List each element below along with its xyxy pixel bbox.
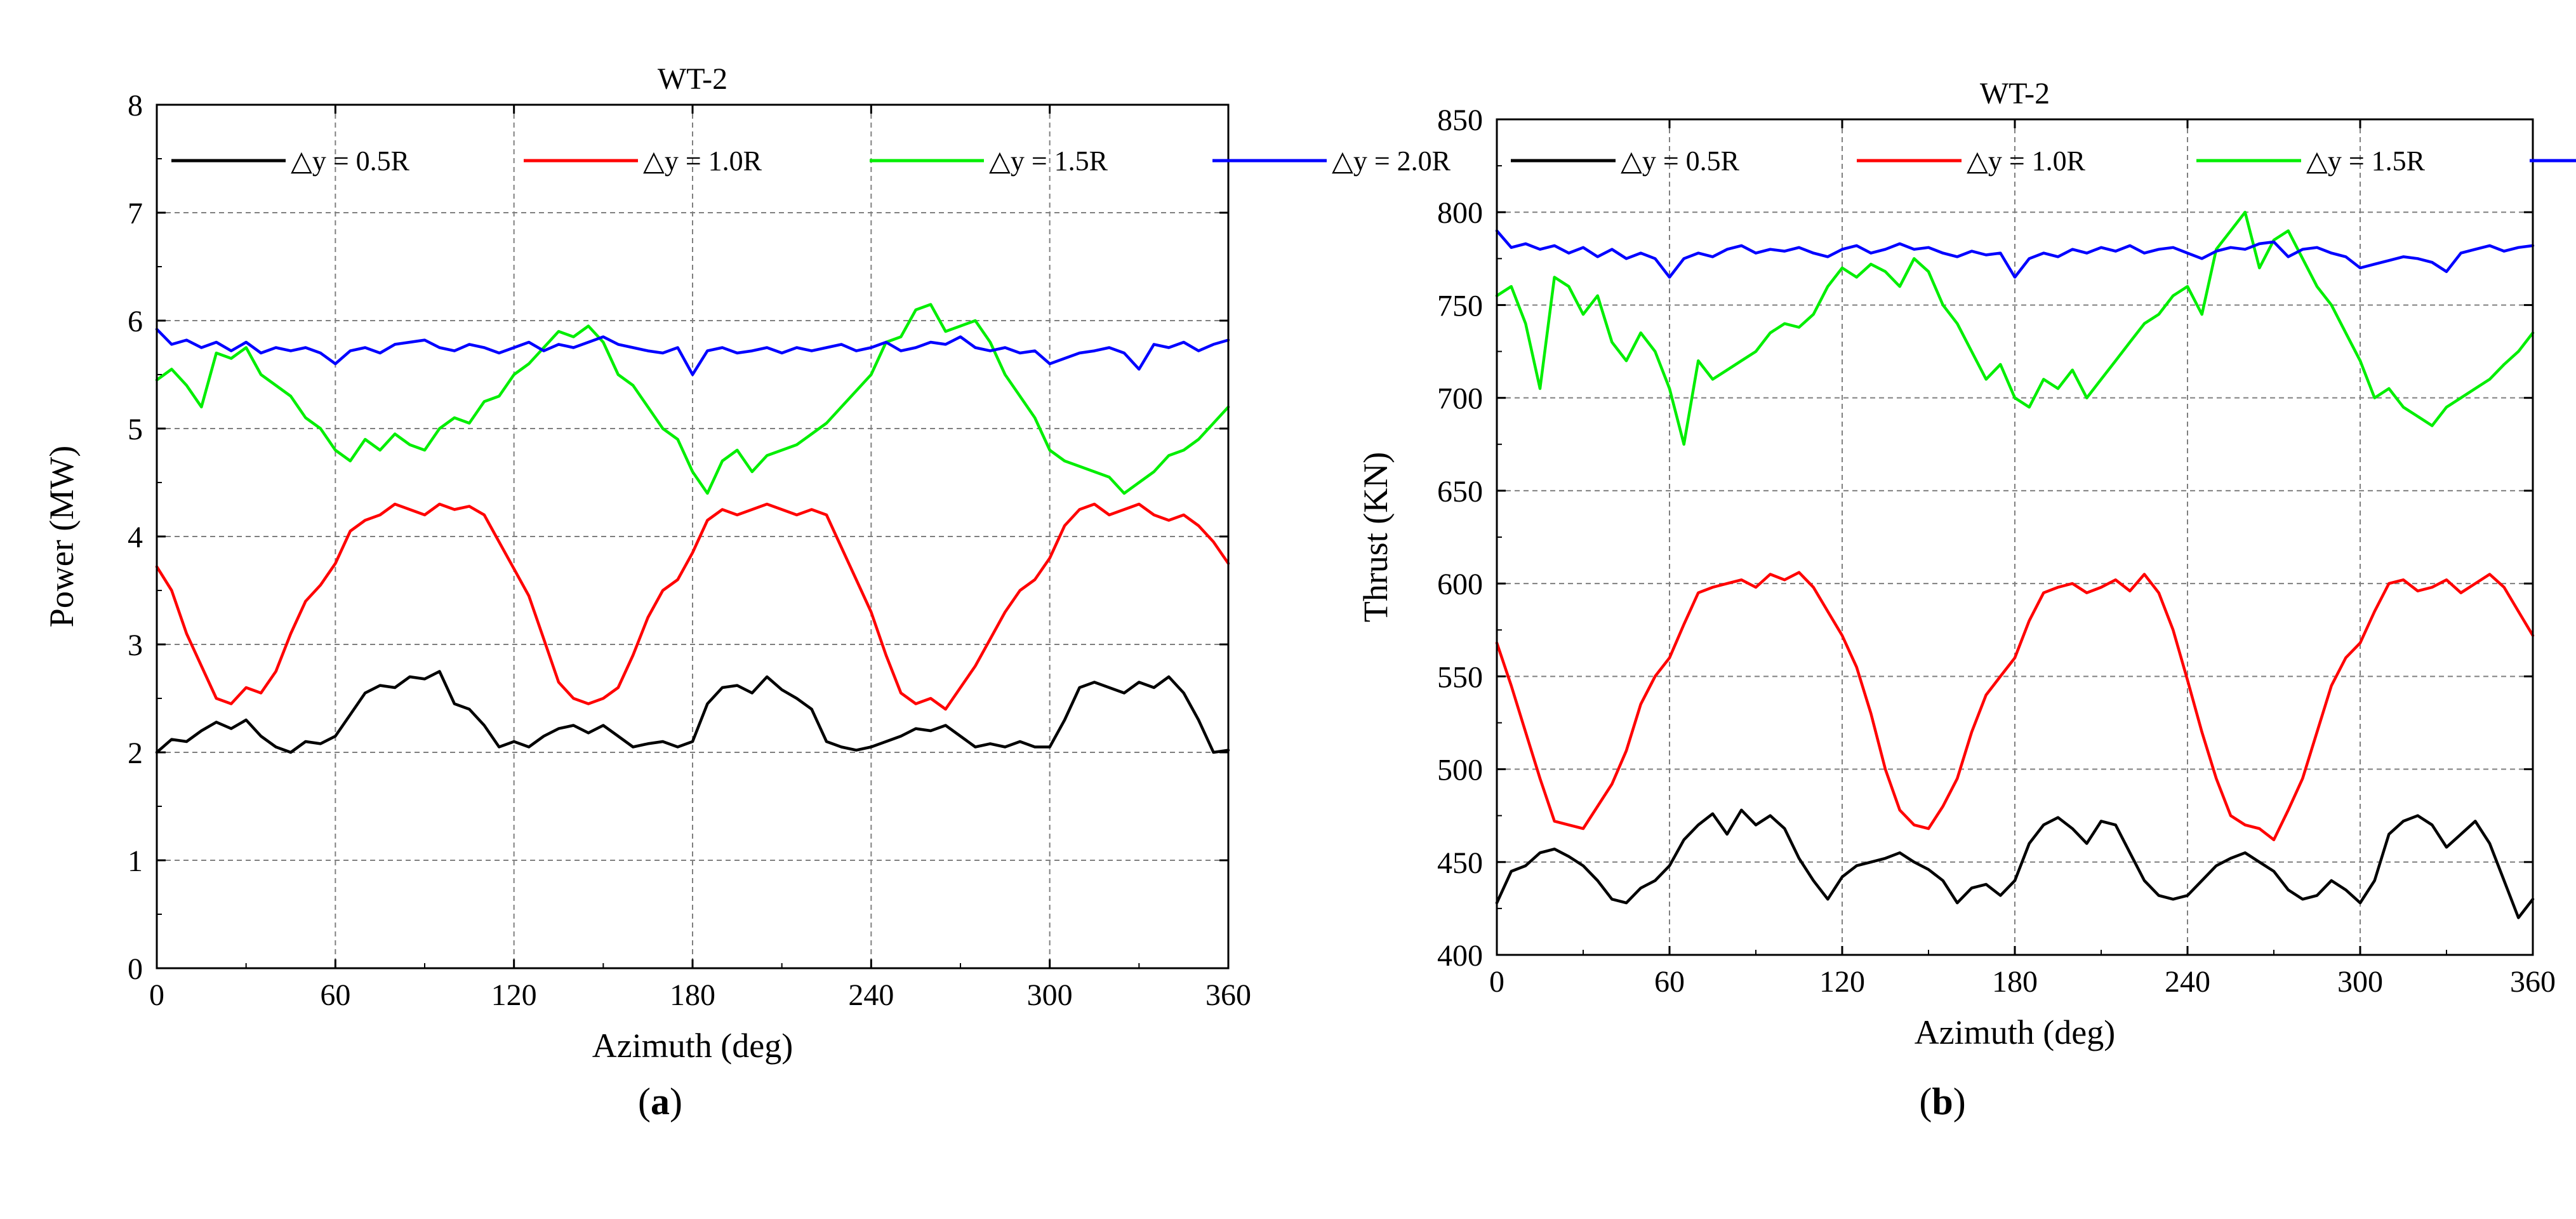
b-xtick-label-3: 180 — [1992, 965, 2038, 999]
b-ytick-label-6: 700 — [1437, 382, 1483, 416]
b-caption-open: ( — [1919, 1081, 1932, 1122]
b-legend-label-2: △y = 1.5R — [2306, 145, 2426, 177]
a-xtick-label-3: 180 — [670, 978, 715, 1012]
b-ytick-label-4: 600 — [1437, 568, 1483, 601]
a-series-line-1 — [155, 502, 1230, 711]
a-ytick-label-6: 6 — [128, 305, 143, 338]
a-ytick-label-4: 4 — [128, 521, 143, 554]
a-xtick-label-6: 360 — [1205, 978, 1251, 1012]
a-y-axis-label: Power (MW) — [43, 446, 81, 627]
b-legend-label-0: △y = 0.5R — [1621, 145, 1740, 177]
a-series-line-0 — [155, 670, 1230, 754]
a-xtick-label-5: 300 — [1027, 978, 1073, 1012]
a-legend-label-1: △y = 1.0R — [643, 145, 762, 177]
b-ytick-label-5: 650 — [1437, 475, 1483, 509]
b-caption-close: ) — [1953, 1081, 1966, 1122]
a-chart-title: WT-2 — [658, 62, 727, 96]
b-xtick-label-0: 0 — [1489, 965, 1504, 999]
a-xtick-label-1: 60 — [320, 978, 350, 1012]
a-caption-letter: a — [651, 1081, 670, 1122]
a-caption-close: ) — [670, 1081, 682, 1122]
b-x-axis-label: Azimuth (deg) — [1915, 1013, 2115, 1051]
a-ytick-label-3: 3 — [128, 629, 143, 662]
b-series-line-3 — [1495, 229, 2535, 279]
a-caption: (a) — [638, 1081, 682, 1122]
a-ytick-label-0: 0 — [128, 952, 143, 986]
a-ytick-label-7: 7 — [128, 197, 143, 230]
chart-a-power: 0 60 120 180 240 300 360 0 1 2 3 4 5 6 7 8 WT-2 Azimuth (… — [43, 62, 1451, 1122]
a-ytick-label-1: 1 — [128, 844, 143, 878]
a-legend-label-2: △y = 1.5R — [989, 145, 1108, 177]
a-caption-open: ( — [638, 1081, 651, 1122]
a-ytick-label-5: 5 — [128, 413, 143, 446]
b-xtick-label-1: 60 — [1654, 965, 1685, 999]
b-ytick-label-9: 850 — [1437, 103, 1483, 137]
a-xtick-label-2: 120 — [491, 978, 537, 1012]
b-series-line-2 — [1495, 210, 2535, 446]
b-chart-title: WT-2 — [1980, 77, 2050, 110]
b-xtick-label-5: 300 — [2337, 965, 2383, 999]
a-legend-label-0: △y = 0.5R — [291, 145, 410, 177]
a-ytick-label-8: 8 — [128, 89, 143, 123]
a-series-line-2 — [155, 303, 1230, 495]
b-caption: (b) — [1919, 1081, 1965, 1122]
b-ytick-label-8: 800 — [1437, 196, 1483, 230]
b-xtick-label-6: 360 — [2510, 965, 2556, 999]
a-xtick-label-4: 240 — [848, 978, 894, 1012]
a-xtick-label-0: 0 — [149, 978, 164, 1012]
b-series-line-1 — [1495, 571, 2535, 841]
b-y-axis-label: Thrust (KN) — [1357, 452, 1395, 622]
b-xtick-label-4: 240 — [2165, 965, 2210, 999]
b-ytick-label-7: 750 — [1437, 289, 1483, 323]
b-ytick-label-3: 550 — [1437, 660, 1483, 694]
b-ytick-label-0: 400 — [1437, 939, 1483, 973]
b-legend-label-1: △y = 1.0R — [1967, 145, 2086, 177]
b-xtick-label-2: 120 — [1819, 965, 1865, 999]
a-legend-label-3: △y = 2.0R — [1332, 145, 1451, 177]
a-series-line-3 — [155, 328, 1230, 376]
b-ytick-label-2: 500 — [1437, 754, 1483, 787]
b-caption-letter: b — [1932, 1081, 1953, 1122]
a-ytick-label-2: 2 — [128, 736, 143, 770]
a-x-axis-label: Azimuth (deg) — [592, 1027, 793, 1065]
b-series-line-0 — [1495, 808, 2535, 919]
b-ytick-label-1: 450 — [1437, 846, 1483, 880]
chart-b-thrust: 0 60 120 180 240 300 360 400 450 500 550 600 650 700 7… — [1357, 77, 2576, 1122]
